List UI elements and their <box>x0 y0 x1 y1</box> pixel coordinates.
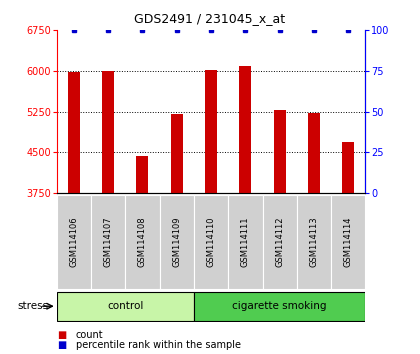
Text: GSM114113: GSM114113 <box>310 216 318 267</box>
Bar <box>297 195 331 289</box>
Bar <box>331 195 365 289</box>
Text: GSM114111: GSM114111 <box>241 216 250 267</box>
Text: GSM114109: GSM114109 <box>172 216 181 267</box>
Bar <box>205 70 217 193</box>
Text: control: control <box>107 301 144 310</box>
Bar <box>125 195 160 289</box>
Text: cigarette smoking: cigarette smoking <box>232 301 327 310</box>
Text: ■: ■ <box>57 330 66 340</box>
Bar <box>308 113 320 193</box>
Text: GSM114114: GSM114114 <box>344 216 353 267</box>
Text: GSM114108: GSM114108 <box>138 216 147 267</box>
Bar <box>342 142 354 193</box>
Bar <box>136 156 148 193</box>
Bar <box>274 110 286 193</box>
Text: GDS2491 / 231045_x_at: GDS2491 / 231045_x_at <box>134 12 286 25</box>
Bar <box>91 195 125 289</box>
Text: GSM114110: GSM114110 <box>207 216 215 267</box>
Bar <box>68 72 80 193</box>
Bar <box>171 114 183 193</box>
Bar <box>262 195 297 289</box>
Bar <box>57 195 91 289</box>
Text: count: count <box>76 330 103 340</box>
Bar <box>194 195 228 289</box>
Bar <box>57 292 194 321</box>
Text: GSM114112: GSM114112 <box>275 216 284 267</box>
Text: GSM114107: GSM114107 <box>104 216 113 267</box>
Bar <box>228 195 262 289</box>
Text: percentile rank within the sample: percentile rank within the sample <box>76 340 241 350</box>
Bar <box>239 67 251 193</box>
Bar <box>102 71 114 193</box>
Text: stress: stress <box>17 301 48 311</box>
Bar <box>160 195 194 289</box>
Text: GSM114106: GSM114106 <box>69 216 79 267</box>
Bar <box>194 292 365 321</box>
Text: ■: ■ <box>57 340 66 350</box>
